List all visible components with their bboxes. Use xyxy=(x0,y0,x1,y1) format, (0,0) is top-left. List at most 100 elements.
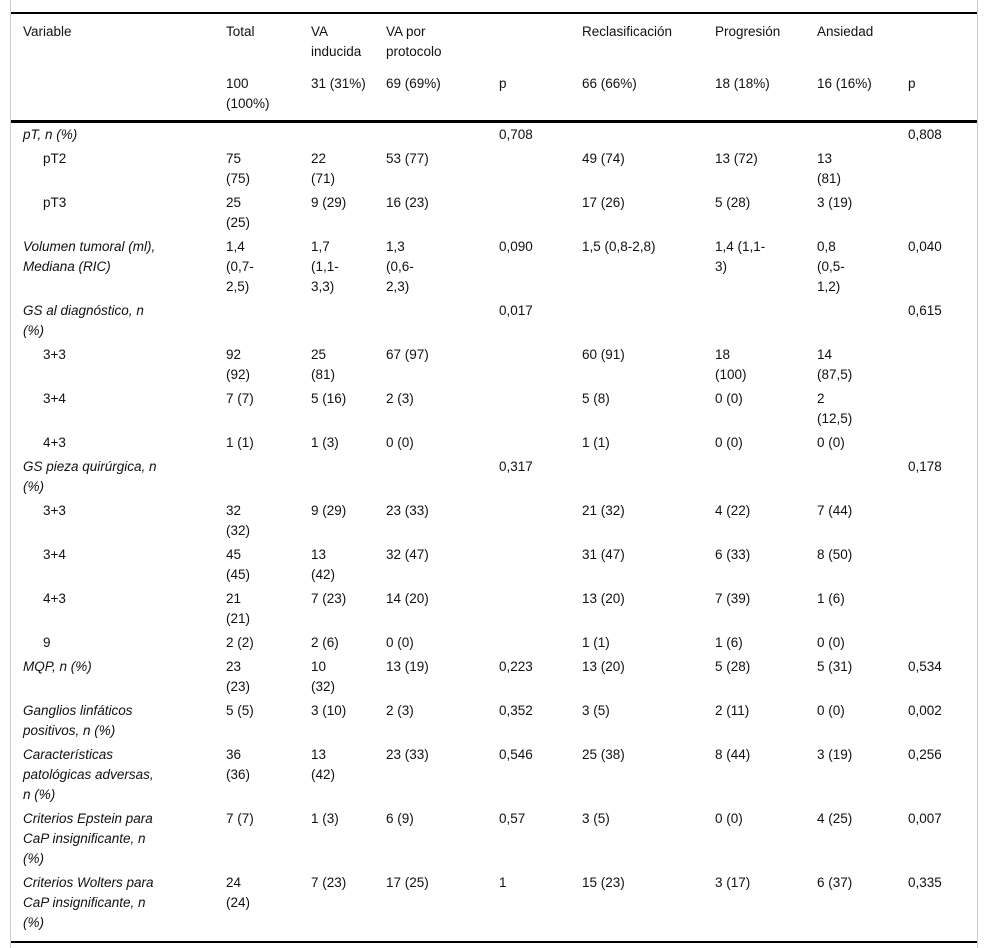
cell-p-seguimiento xyxy=(908,343,977,387)
cell-ansiedad: 3 (19) xyxy=(817,195,853,210)
header-count-progresion: 18 (18%) xyxy=(715,76,770,91)
variable-label: 9 xyxy=(43,635,51,650)
clinical-results-table: Variable Total VA inducida VA por protoc… xyxy=(11,12,977,943)
cell-progresion xyxy=(715,455,817,499)
cell-va-por-protocolo: 23 (33) xyxy=(386,503,429,518)
column-header-p-seguimiento xyxy=(908,13,977,64)
cell-va-por-protocolo: 6 (9) xyxy=(386,811,414,826)
cell-ansiedad: 0 (0) xyxy=(817,703,845,718)
cell-p-seguimiento: 0,007 xyxy=(908,811,942,826)
cell-va-inducida xyxy=(311,455,386,499)
cell-total xyxy=(226,455,311,499)
table-row: 4+3 21 (21) 7 (23) 14 (20) 13 (20) 7 (39) 1 (6… xyxy=(11,587,977,631)
cell-va-por-protocolo: 32 (47) xyxy=(386,547,429,562)
cell-progresion: 0 (0) xyxy=(715,811,743,826)
cell-va-por-protocolo: 0 (0) xyxy=(386,435,414,450)
cell-p-seguimiento xyxy=(908,543,977,587)
cell-p-va xyxy=(499,431,582,455)
paper-table-frame: Variable Total VA inducida VA por protoc… xyxy=(10,0,978,948)
variable-label: Criterios Epstein para CaP insignificant… xyxy=(23,811,153,866)
cell-progresion: 2 (11) xyxy=(715,703,750,718)
cell-ansiedad: 7 (44) xyxy=(817,503,853,518)
table-row: 3+4 7 (7) 5 (16) 2 (3) 5 (8) 0 (0) 2 (12,5) xyxy=(11,387,977,431)
cell-p-va: 0,708 xyxy=(499,127,533,142)
cell-p-va xyxy=(499,499,582,543)
cell-reclasificacion: 60 (91) xyxy=(582,347,625,362)
cell-p-va xyxy=(499,191,582,235)
cell-progresion: 6 (33) xyxy=(715,547,751,562)
cell-va-inducida: 10 (32) xyxy=(311,659,336,694)
cell-p-va: 0,223 xyxy=(499,659,533,674)
cell-progresion: 5 (28) xyxy=(715,195,751,210)
cell-va-por-protocolo: 23 (33) xyxy=(386,747,429,762)
cell-reclasificacion: 25 (38) xyxy=(582,747,625,762)
cell-reclasificacion xyxy=(582,455,715,499)
table-row: GS al diagnóstico, n (%) 0,017 0,615 xyxy=(11,299,977,343)
cell-progresion xyxy=(715,122,817,148)
cell-ansiedad: 0 (0) xyxy=(817,635,845,650)
cell-p-seguimiento: 0,002 xyxy=(908,703,942,718)
cell-va-por-protocolo: 2 (3) xyxy=(386,703,414,718)
variable-label: pT2 xyxy=(43,151,67,166)
table-row: 3+4 45 (45) 13 (42) 32 (47) 31 (47) 6 (33) 8 (… xyxy=(11,543,977,587)
cell-total: 23 (23) xyxy=(226,659,251,694)
cell-va-por-protocolo: 14 (20) xyxy=(386,591,429,606)
table-row: pT3 25 (25) 9 (29) 16 (23) 17 (26) 5 (28) 3 (1… xyxy=(11,191,977,235)
cell-reclasificacion: 17 (26) xyxy=(582,195,625,210)
header-count-va-inducida: 31 (31%) xyxy=(311,76,366,91)
cell-total: 7 (7) xyxy=(226,811,254,826)
table-row: MQP, n (%) 23 (23) 10 (32) 13 (19) 0,223 13 (… xyxy=(11,655,977,699)
cell-progresion: 5 (28) xyxy=(715,659,751,674)
column-header-va-por-protocolo: VA por protocolo xyxy=(386,24,442,59)
cell-va-por-protocolo: 67 (97) xyxy=(386,347,429,362)
cell-va-por-protocolo: 1,3 (0,6- 2,3) xyxy=(386,239,414,294)
table-row: pT2 75 (75) 22 (71) 53 (77) 49 (74) 13 (72) 13… xyxy=(11,147,977,191)
cell-total: 5 (5) xyxy=(226,703,254,718)
cell-reclasificacion: 49 (74) xyxy=(582,151,625,166)
cell-ansiedad: 0 (0) xyxy=(817,435,845,450)
cell-va-por-protocolo: 0 (0) xyxy=(386,635,414,650)
cell-p-va xyxy=(499,631,582,655)
cell-progresion: 3 (17) xyxy=(715,875,751,890)
cell-p-seguimiento xyxy=(908,431,977,455)
variable-label: MQP, n (%) xyxy=(23,659,92,674)
cell-total: 75 (75) xyxy=(226,151,251,186)
cell-total: 21 (21) xyxy=(226,591,251,626)
cell-reclasificacion: 3 (5) xyxy=(582,811,610,826)
cell-reclasificacion: 31 (47) xyxy=(582,547,625,562)
column-header-ansiedad: Ansiedad xyxy=(817,24,874,39)
cell-total: 24 (24) xyxy=(226,875,251,910)
cell-p-seguimiento: 0,335 xyxy=(908,875,942,890)
cell-reclasificacion: 3 (5) xyxy=(582,703,610,718)
cell-ansiedad: 13 (81) xyxy=(817,151,842,186)
cell-reclasificacion: 1,5 (0,8-2,8) xyxy=(582,239,656,254)
cell-p-seguimiento xyxy=(908,587,977,631)
cell-p-va: 0,317 xyxy=(499,459,533,474)
cell-ansiedad: 2 (12,5) xyxy=(817,391,853,426)
variable-label: 3+3 xyxy=(43,347,66,362)
cell-va-inducida: 1 (3) xyxy=(311,811,339,826)
cell-p-seguimiento: 0,178 xyxy=(908,459,942,474)
cell-progresion: 1,4 (1,1- 3) xyxy=(715,239,766,274)
cell-p-seguimiento xyxy=(908,147,977,191)
cell-p-seguimiento: 0,534 xyxy=(908,659,942,674)
cell-va-inducida: 3 (10) xyxy=(311,703,347,718)
cell-va-por-protocolo xyxy=(386,122,499,148)
table-row: GS pieza quirúrgica, n (%) 0,317 0,178 xyxy=(11,455,977,499)
cell-total: 32 (32) xyxy=(226,503,251,538)
cell-total: 45 (45) xyxy=(226,547,251,582)
cell-va-por-protocolo: 17 (25) xyxy=(386,875,429,890)
cell-reclasificacion: 5 (8) xyxy=(582,391,610,406)
cell-ansiedad: 14 (87,5) xyxy=(817,347,853,382)
cell-ansiedad xyxy=(817,455,908,499)
header-count-variable xyxy=(11,64,226,122)
cell-va-inducida: 9 (29) xyxy=(311,195,347,210)
column-header-total: Total xyxy=(226,24,255,39)
cell-total: 25 (25) xyxy=(226,195,251,230)
cell-va-inducida: 13 (42) xyxy=(311,547,336,582)
cell-p-seguimiento: 0,256 xyxy=(908,747,942,762)
cell-va-por-protocolo: 53 (77) xyxy=(386,151,429,166)
cell-progresion: 8 (44) xyxy=(715,747,751,762)
cell-va-inducida: 25 (81) xyxy=(311,347,336,382)
variable-label: 4+3 xyxy=(43,435,66,450)
